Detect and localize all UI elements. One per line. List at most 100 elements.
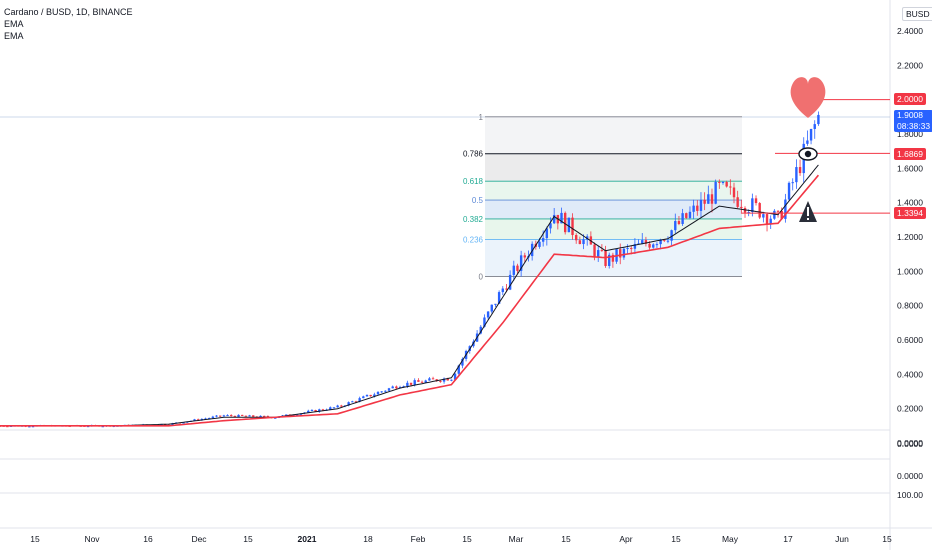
candle-body — [541, 238, 545, 242]
candle-body — [567, 217, 571, 233]
candle-body — [252, 415, 255, 417]
candle-body — [490, 304, 493, 312]
candle-body — [593, 244, 596, 257]
candle-body — [574, 235, 578, 241]
time-tick-label: 15 — [462, 534, 472, 544]
price-tick-label: 0.0000 — [897, 438, 923, 448]
candle-body — [450, 379, 453, 381]
candle-body — [663, 239, 666, 241]
candle-body — [461, 358, 464, 366]
time-tick-label: 16 — [143, 534, 153, 544]
watch-price-label: 1.6869 — [894, 148, 926, 160]
heart-icon[interactable] — [790, 77, 826, 118]
currency-badge[interactable]: BUSD — [902, 7, 932, 21]
time-tick-label: 15 — [882, 534, 892, 544]
price-tick-label: 1.0000 — [897, 266, 923, 276]
candle-body — [259, 415, 262, 418]
time-tick-label: 17 — [783, 534, 793, 544]
candle-body — [648, 243, 651, 248]
price-tick-label: 0.8000 — [897, 301, 923, 311]
symbol-title[interactable]: Cardano / BUSD, 1D, BINANCE — [4, 7, 133, 17]
fib-zone — [485, 116, 742, 154]
candle-body — [351, 401, 354, 403]
candle-body — [795, 167, 798, 183]
candle-body — [244, 415, 248, 417]
candle-body — [285, 414, 288, 416]
candle-body — [211, 416, 215, 419]
time-tick-label: 15 — [243, 534, 253, 544]
candle-body — [406, 382, 409, 387]
ema-indicator-2[interactable]: EMA — [4, 31, 24, 41]
fibonacci-retracement[interactable]: 1 0.786 0.618 0.5 0.382 0.236 0 — [463, 113, 742, 282]
fib-zone — [485, 200, 742, 219]
candle-body — [670, 230, 673, 241]
fib-zone — [485, 218, 742, 240]
candle-body — [538, 241, 541, 247]
candle-body — [582, 239, 585, 245]
candle-body — [376, 392, 380, 395]
candle-body — [431, 378, 435, 380]
candle-body — [791, 182, 794, 184]
candle-body — [358, 398, 361, 402]
candle-body — [494, 303, 497, 305]
candle-body — [622, 248, 626, 258]
candle-body — [758, 203, 761, 218]
candle-body — [508, 274, 512, 290]
candle-body — [677, 221, 681, 224]
candle-body — [600, 250, 604, 252]
candle-body — [219, 415, 222, 417]
candle-body — [442, 378, 446, 382]
ema-lines — [0, 164, 820, 427]
fib-level-label: 1 — [479, 113, 484, 122]
candle-body — [718, 181, 721, 183]
warning-dot — [807, 218, 809, 220]
candle-body — [549, 223, 552, 229]
time-tick-label: Nov — [84, 534, 100, 544]
candle-body — [586, 236, 589, 240]
price-tick-label: 0.2000 — [897, 404, 923, 414]
candle-body — [207, 418, 211, 420]
ema-line[interactable] — [0, 174, 820, 427]
eye-pupil-icon — [804, 150, 812, 158]
candle-body — [707, 194, 710, 204]
candle-body — [519, 255, 523, 271]
candle-body — [552, 214, 556, 224]
candle-body — [307, 410, 310, 413]
candle-body — [409, 382, 413, 385]
candle-body — [314, 409, 317, 412]
candle-body — [644, 240, 648, 244]
candle-body — [696, 205, 699, 211]
candle-body — [626, 248, 629, 250]
candle-body — [545, 228, 549, 239]
candle-body — [655, 244, 659, 246]
candle-body — [215, 415, 218, 417]
price-tick-label: 1.8000 — [897, 129, 923, 139]
ema-indicator-1[interactable]: EMA — [4, 19, 24, 29]
candle-body — [633, 244, 637, 249]
candle-body — [729, 186, 732, 188]
candle-body — [310, 409, 314, 411]
fib-level-label: 0.786 — [463, 150, 484, 159]
candle-body — [619, 249, 622, 258]
candle-body — [769, 218, 772, 224]
candle-body — [402, 386, 405, 388]
candle-body — [641, 240, 644, 244]
candle-body — [413, 380, 416, 385]
candle-body — [563, 212, 567, 233]
candle-body — [479, 326, 482, 334]
candle-body — [204, 418, 207, 420]
price-tick-label: 2.2000 — [897, 60, 923, 70]
price-tick-label: 1.6000 — [897, 163, 923, 173]
sub-pane-2-tick: 100.00 — [897, 490, 923, 500]
time-tick-label: Apr — [619, 534, 632, 544]
candle-body — [523, 255, 527, 258]
candle-body — [222, 415, 226, 417]
candle-body — [776, 210, 780, 212]
candle-body — [329, 407, 332, 410]
candle-body — [6, 426, 9, 428]
candle-body — [710, 194, 714, 204]
price-tick-label: 0.4000 — [897, 369, 923, 379]
candle-body — [274, 417, 277, 419]
candle-body — [652, 244, 655, 248]
